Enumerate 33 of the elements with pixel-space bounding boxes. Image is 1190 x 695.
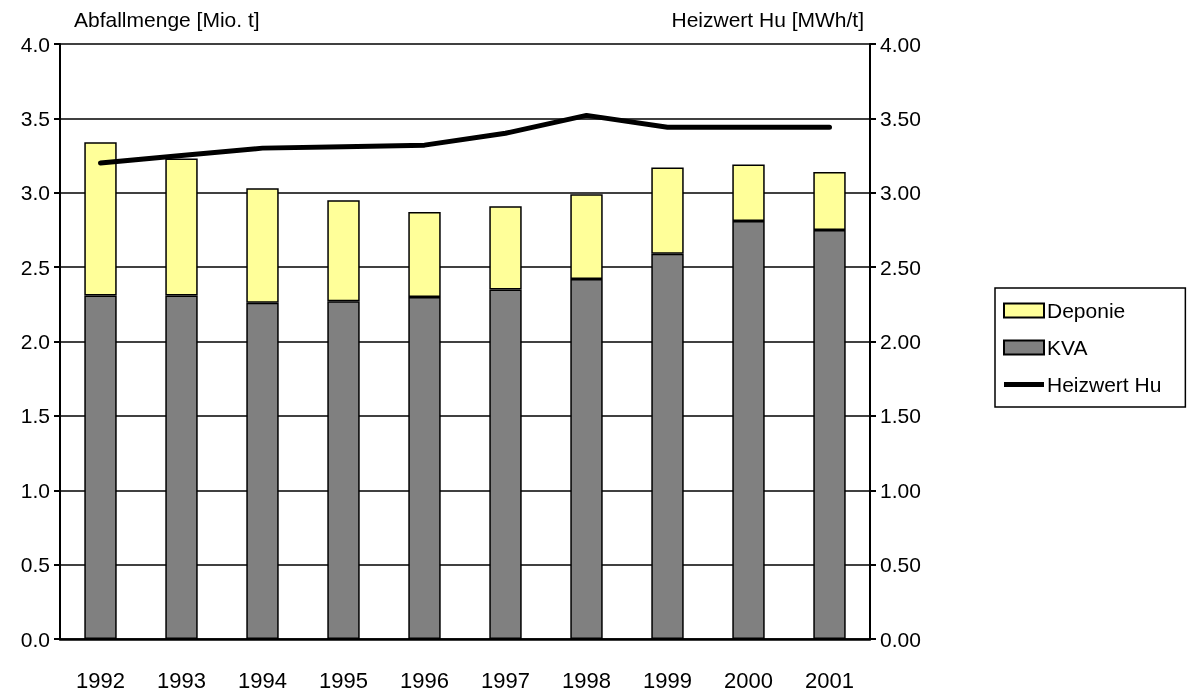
y-tick-label: 3.5: [20, 106, 50, 130]
y-tick-label: 2.0: [20, 330, 50, 353]
y-tick-label: 0.5: [20, 553, 50, 577]
y-tick-label: 1.0: [20, 478, 50, 502]
x-tick-label: 2000: [724, 667, 773, 693]
y-tick-label: 4.0: [20, 32, 50, 56]
y2-tick-label: 2.00: [880, 330, 921, 353]
legend-label: KVA: [1047, 336, 1088, 359]
legend-label: Deponie: [1047, 299, 1126, 322]
x-tick-label: 1996: [400, 667, 449, 693]
x-tick-label: 1997: [481, 667, 530, 693]
x-tick-label: 1999: [643, 667, 692, 693]
y-tick-label: 3.0: [20, 181, 50, 205]
y2-tick-label: 1.00: [880, 478, 921, 502]
x-tick-label: 1995: [319, 667, 368, 693]
x-tick-label: 1992: [76, 667, 125, 693]
y-tick-label: 0.0: [20, 627, 50, 651]
x-tick-label: 1994: [238, 667, 287, 693]
y-tick-label: 1.5: [20, 404, 50, 428]
y2-axis-title: Heizwert Hu [MWh/t]: [671, 8, 864, 31]
y-tick-label: 2.5: [20, 255, 50, 279]
y2-tick-label: 2.50: [880, 255, 921, 279]
x-tick-label: 2001: [805, 667, 854, 693]
y2-tick-label: 1.50: [880, 404, 921, 428]
y-axis-title: Abfallmenge [Mio. t]: [74, 8, 260, 31]
y2-tick-label: 0.00: [880, 627, 921, 651]
y2-tick-label: 3.50: [880, 106, 921, 130]
y2-tick-label: 3.00: [880, 181, 921, 205]
legend-label: Heizwert Hu: [1047, 373, 1162, 396]
x-tick-label: 1993: [157, 667, 206, 693]
x-tick-label: 1998: [562, 667, 611, 693]
y2-tick-label: 4.00: [880, 32, 921, 56]
y2-tick-label: 0.50: [880, 553, 921, 577]
